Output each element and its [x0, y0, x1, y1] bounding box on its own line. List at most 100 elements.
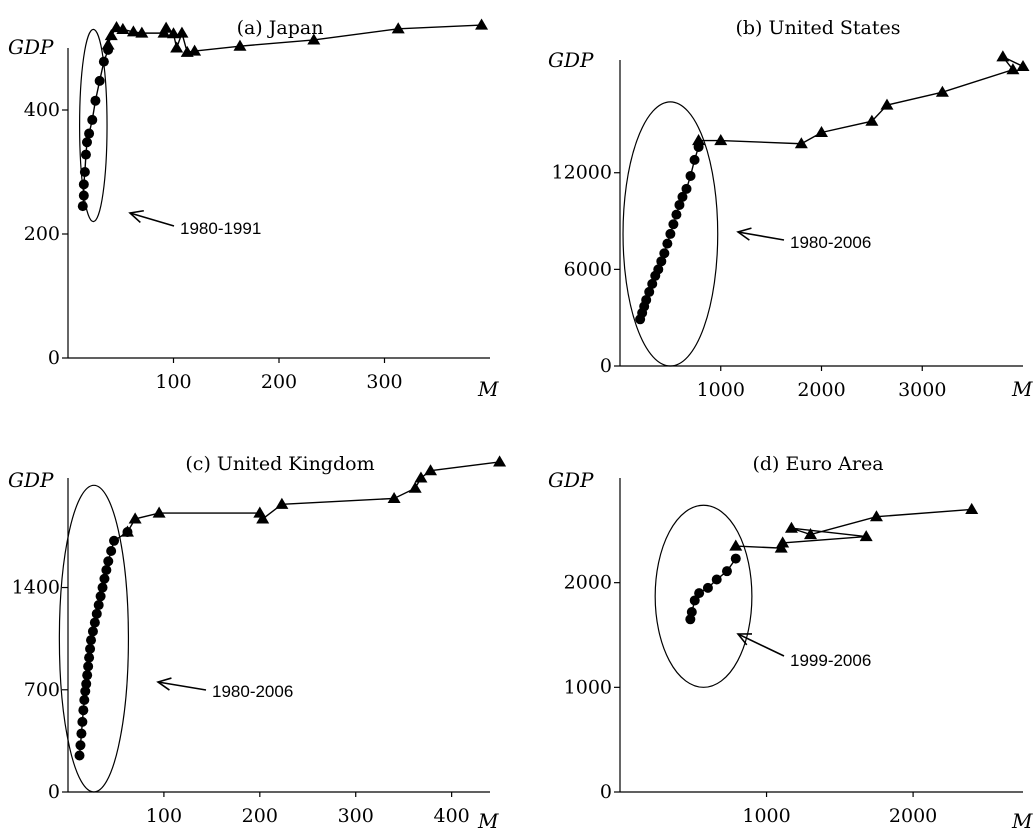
y-axis-label: GDP: [8, 35, 54, 59]
x-tick-label: 300: [338, 805, 374, 827]
data-point-circle: [84, 128, 95, 139]
data-point-triangle: [387, 491, 401, 503]
data-point-circle: [76, 728, 87, 739]
annotation-arrow: [737, 633, 785, 657]
highlight-ellipse: [622, 101, 719, 367]
data-point-circle: [686, 606, 697, 617]
annotation-arrow: [157, 681, 207, 691]
arrow-head-icon: [736, 633, 753, 646]
panel-title: (b) United States: [735, 17, 900, 39]
x-tick-label: 3000: [898, 379, 946, 401]
data-point-triangle: [175, 26, 189, 38]
data-point-circle: [659, 248, 670, 259]
data-point-triangle: [776, 536, 790, 548]
data-point-circle: [694, 588, 705, 599]
data-point-circle: [689, 154, 700, 165]
data-point-circle: [644, 286, 655, 297]
x-tick-label: 2000: [889, 805, 937, 827]
data-point-circle: [81, 137, 92, 148]
data-point-circle: [93, 600, 104, 611]
data-point-circle: [85, 643, 96, 654]
data-point-triangle: [170, 41, 184, 53]
data-point-circle: [677, 191, 688, 202]
data-point-triangle: [188, 44, 202, 56]
data-point-triangle: [307, 33, 321, 45]
data-point-circle: [641, 294, 652, 305]
data-point-triangle: [414, 471, 428, 483]
y-tick-label: 0: [600, 355, 612, 377]
y-axis-label: GDP: [548, 48, 594, 72]
data-point-triangle: [475, 18, 489, 30]
x-axis-label: M: [477, 377, 499, 401]
data-point-circle: [90, 95, 101, 106]
data-point-triangle: [101, 38, 115, 50]
data-point-circle: [647, 278, 658, 289]
data-point-circle: [79, 167, 90, 177]
data-point-circle: [674, 199, 685, 210]
y-tick-label: 2000: [564, 572, 612, 594]
panel-title: (c) United Kingdom: [185, 453, 374, 475]
annotation-arrow: [737, 231, 785, 241]
data-point-triangle: [729, 539, 743, 551]
data-point-triangle: [965, 502, 979, 514]
data-point-circle: [665, 228, 676, 239]
arrow-head-icon: [156, 677, 172, 691]
data-point-circle: [103, 556, 114, 567]
data-point-circle: [97, 582, 108, 593]
data-point-triangle: [256, 512, 270, 524]
data-point-circle: [79, 694, 90, 705]
data-point-circle: [681, 183, 692, 194]
data-point-circle: [685, 170, 696, 181]
arrow-head-icon: [128, 209, 144, 224]
data-point-circle: [101, 565, 112, 576]
y-tick-label: 400: [24, 99, 60, 121]
data-point-circle: [87, 114, 98, 125]
data-point-circle: [711, 574, 722, 585]
data-point-triangle: [116, 22, 130, 34]
x-tick-label: 100: [155, 371, 191, 393]
data-point-circle: [656, 256, 667, 267]
annotation-label: 1999-2006: [790, 651, 871, 670]
data-point-circle: [653, 264, 664, 275]
data-point-triangle: [135, 26, 149, 38]
data-point-circle: [81, 678, 92, 689]
data-point-circle: [668, 219, 679, 230]
data-point-circle: [99, 573, 110, 584]
panel-3: (c) United Kingdom GDP M 0 700 1400 100 200 300 4…: [8, 453, 507, 832]
data-point-circle: [702, 582, 713, 593]
data-point-circle: [109, 535, 120, 546]
y-tick-label: 200: [24, 223, 60, 245]
data-point-triangle: [159, 21, 173, 33]
data-point-triangle: [692, 134, 706, 146]
data-point-triangle: [784, 521, 798, 533]
data-point-triangle: [120, 525, 134, 537]
data-point-circle: [721, 566, 732, 577]
panel-2: (b) United States GDP M 0 6000 12000 1000 2000 3…: [548, 17, 1033, 401]
data-point-circle: [80, 149, 91, 160]
data-point-triangle: [424, 464, 438, 476]
data-point-circle: [82, 670, 93, 681]
x-tick-label: 200: [261, 371, 297, 393]
data-point-circle: [671, 209, 682, 220]
data-point-circle: [74, 750, 85, 761]
y-tick-label: 1000: [564, 676, 612, 698]
series-line-2: [735, 508, 972, 549]
y-tick-label: 700: [24, 679, 60, 701]
data-point-triangle: [128, 512, 142, 524]
data-point-circle: [86, 635, 97, 646]
panel-4: (d) Euro Area GDP M 0 1000 2000 1000 2000 1999-2…: [548, 453, 1033, 832]
data-point-circle: [80, 686, 91, 697]
data-point-triangle: [804, 528, 818, 540]
data-point-triangle: [869, 510, 883, 522]
data-point-circle: [662, 238, 673, 249]
data-point-triangle: [104, 29, 118, 41]
data-point-circle: [84, 652, 95, 663]
data-point-circle: [106, 546, 117, 557]
y-tick-label: 6000: [564, 258, 612, 280]
data-point-triangle: [1006, 63, 1020, 75]
x-tick-label: 2000: [797, 379, 845, 401]
x-tick-label: 1000: [742, 805, 790, 827]
y-tick-label: 0: [600, 781, 612, 803]
data-point-circle: [91, 608, 102, 619]
data-point-triangle: [859, 530, 873, 542]
